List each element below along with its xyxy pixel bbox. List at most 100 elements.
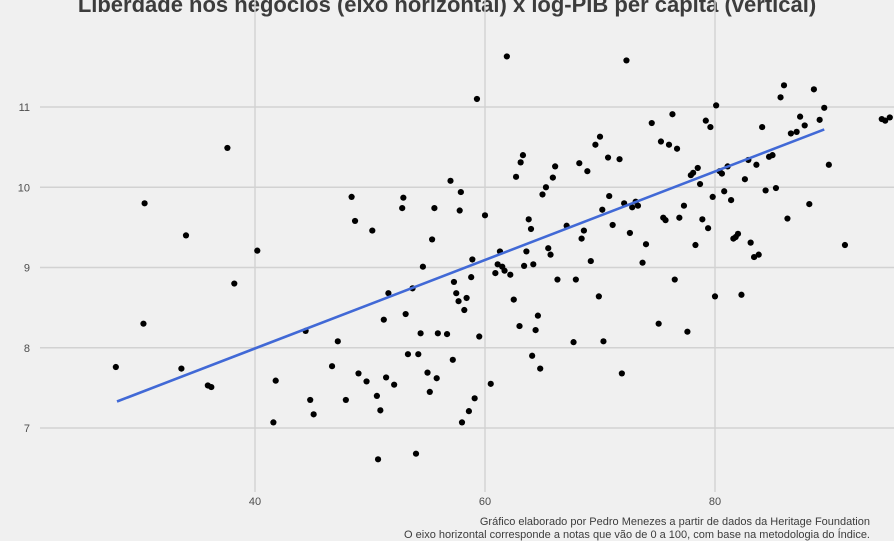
data-point-69 bbox=[501, 267, 508, 274]
data-point-99 bbox=[584, 168, 591, 175]
data-point-159 bbox=[762, 187, 769, 194]
data-point-11 bbox=[270, 419, 277, 426]
data-point-156 bbox=[753, 161, 760, 168]
y-tick-label-7: 7 bbox=[24, 423, 30, 435]
data-point-55 bbox=[461, 306, 468, 314]
x-tick-label-60: 60 bbox=[479, 496, 491, 508]
data-point-91 bbox=[552, 163, 559, 170]
data-point-71 bbox=[507, 271, 514, 278]
data-point-173 bbox=[821, 104, 828, 111]
data-point-8 bbox=[224, 144, 231, 152]
data-point-33 bbox=[402, 310, 409, 318]
data-point-50 bbox=[453, 290, 460, 297]
data-point-79 bbox=[525, 216, 532, 223]
data-point-29 bbox=[385, 290, 392, 297]
data-point-77 bbox=[521, 262, 528, 269]
data-point-10 bbox=[254, 247, 261, 254]
data-point-16 bbox=[328, 363, 336, 370]
data-point-48 bbox=[449, 356, 456, 363]
data-point-65 bbox=[492, 270, 499, 277]
data-point-137 bbox=[702, 117, 709, 124]
data-point-61 bbox=[473, 95, 481, 103]
data-point-70 bbox=[503, 53, 510, 60]
x-tick-label-80: 80 bbox=[709, 496, 721, 508]
data-point-108 bbox=[609, 221, 616, 229]
data-point-86 bbox=[539, 191, 546, 198]
data-point-118 bbox=[642, 241, 650, 248]
data-point-135 bbox=[696, 180, 704, 188]
data-point-105 bbox=[600, 338, 607, 345]
data-point-14 bbox=[307, 396, 314, 404]
data-point-39 bbox=[419, 263, 426, 270]
data-point-119 bbox=[648, 119, 655, 127]
data-point-3 bbox=[141, 200, 148, 207]
data-point-34 bbox=[404, 351, 412, 358]
data-point-102 bbox=[595, 293, 602, 300]
data-point-140 bbox=[709, 193, 716, 200]
data-point-21 bbox=[355, 370, 362, 377]
data-point-7 bbox=[208, 383, 215, 391]
data-point-51 bbox=[455, 298, 462, 305]
data-point-144 bbox=[718, 170, 726, 177]
data-point-174 bbox=[825, 161, 832, 168]
data-point-128 bbox=[676, 214, 683, 221]
data-point-90 bbox=[549, 174, 556, 181]
data-point-106 bbox=[604, 154, 612, 161]
data-point-75 bbox=[517, 159, 524, 166]
data-point-127 bbox=[673, 145, 681, 152]
data-point-164 bbox=[780, 82, 788, 89]
data-point-84 bbox=[534, 312, 542, 319]
data-point-32 bbox=[400, 194, 407, 201]
data-point-17 bbox=[334, 338, 341, 345]
data-point-82 bbox=[530, 261, 537, 268]
data-point-4 bbox=[178, 365, 185, 372]
data-point-168 bbox=[797, 113, 804, 120]
data-point-2 bbox=[140, 320, 147, 327]
data-point-123 bbox=[662, 217, 669, 224]
data-point-78 bbox=[523, 248, 530, 255]
data-point-80 bbox=[527, 225, 535, 233]
data-point-41 bbox=[426, 388, 433, 395]
data-point-63 bbox=[481, 212, 489, 219]
data-point-52 bbox=[456, 207, 463, 214]
trend-line bbox=[116, 128, 825, 403]
data-point-98 bbox=[580, 227, 588, 234]
data-point-171 bbox=[810, 86, 818, 93]
data-point-124 bbox=[665, 141, 673, 148]
data-point-83 bbox=[532, 326, 539, 334]
data-point-85 bbox=[537, 365, 544, 372]
data-point-125 bbox=[669, 111, 676, 118]
x-tick-label-40: 40 bbox=[249, 496, 261, 508]
data-point-9 bbox=[231, 280, 238, 287]
data-point-157 bbox=[755, 251, 762, 258]
data-point-1 bbox=[112, 363, 119, 371]
data-point-26 bbox=[377, 407, 384, 414]
data-point-138 bbox=[705, 225, 712, 232]
data-point-60 bbox=[471, 395, 478, 402]
data-point-116 bbox=[634, 202, 642, 209]
data-point-27 bbox=[380, 316, 387, 323]
data-point-130 bbox=[684, 328, 691, 335]
data-point-88 bbox=[545, 245, 552, 252]
data-point-28 bbox=[383, 374, 390, 381]
data-point-15 bbox=[310, 411, 317, 418]
data-point-20 bbox=[351, 217, 359, 225]
data-point-151 bbox=[738, 291, 745, 298]
data-point-18 bbox=[342, 396, 349, 404]
data-point-101 bbox=[592, 141, 599, 148]
data-point-169 bbox=[801, 122, 808, 129]
data-point-97 bbox=[578, 235, 585, 242]
data-point-62 bbox=[476, 333, 483, 340]
data-point-42 bbox=[429, 236, 436, 243]
data-point-37 bbox=[415, 351, 422, 358]
data-point-74 bbox=[516, 322, 523, 330]
data-point-92 bbox=[554, 276, 561, 283]
data-point-59 bbox=[469, 256, 476, 263]
data-point-170 bbox=[806, 201, 813, 208]
data-point-56 bbox=[463, 294, 470, 302]
data-point-104 bbox=[599, 206, 606, 213]
caption-source: Gráfico elaborado por Pedro Menezes a pa… bbox=[479, 516, 870, 528]
data-point-136 bbox=[699, 216, 706, 223]
data-point-167 bbox=[793, 128, 800, 135]
data-point-132 bbox=[690, 169, 697, 176]
